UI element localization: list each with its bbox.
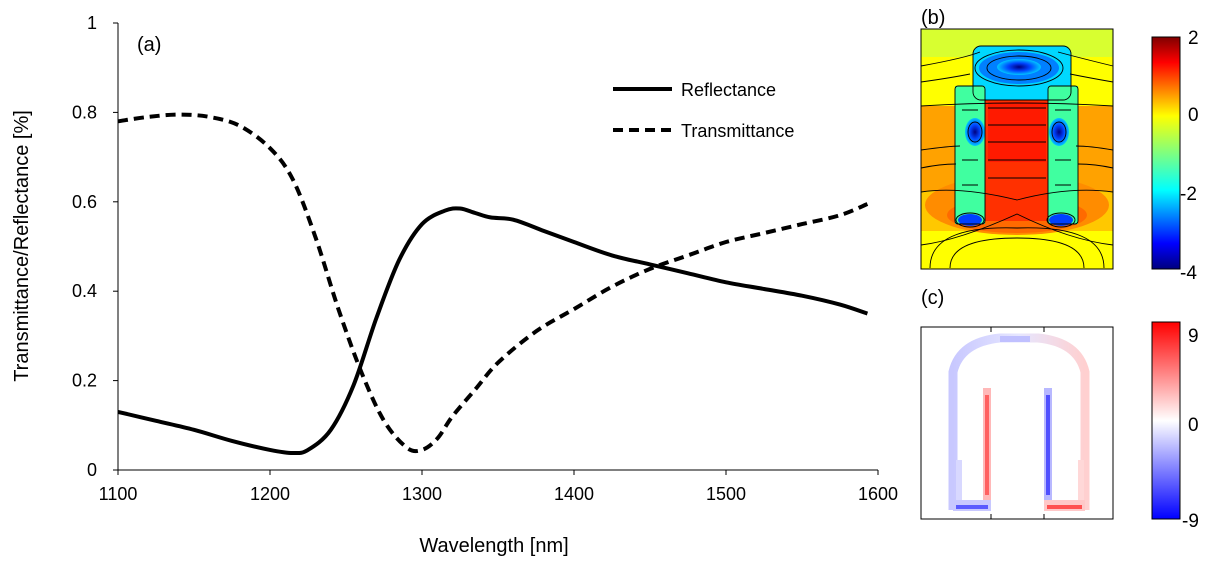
y-tick-labels: 0 0.2 0.4 0.6 0.8 1 xyxy=(72,13,118,480)
y-tick-label: 0.8 xyxy=(72,102,97,122)
series-group xyxy=(117,112,869,456)
heatmap-b xyxy=(920,28,1114,270)
line-chart-panel-a: 00.20.40.60.81 1100 1200 1300 1400 1500 1600 … xyxy=(11,13,898,557)
field-map-panel-b: (b) xyxy=(920,7,1199,284)
colorbar-b: 2 0 -2 -4 xyxy=(1151,28,1199,284)
y-tick-label: 1 xyxy=(87,13,97,33)
colorbar-b-tick-neg4: -4 xyxy=(1180,263,1197,284)
x-tick-label: 1400 xyxy=(554,484,594,504)
x-tick-label: 1300 xyxy=(402,484,442,504)
colorbar-b-tick-0: 0 xyxy=(1188,105,1199,126)
colorbar-c: 9 0 -9 xyxy=(1151,321,1199,532)
colorbar-b-tick-neg2: -2 xyxy=(1180,184,1197,205)
x-tick-label: 1500 xyxy=(706,484,746,504)
plot-area-frame xyxy=(117,23,878,471)
colorbar-c-tick-9: 9 xyxy=(1188,326,1199,347)
panel-label-a: (a) xyxy=(137,34,161,56)
colorbar-c-tick-0: 0 xyxy=(1188,415,1199,436)
colorbar-c-tick-neg9: -9 xyxy=(1182,511,1199,532)
heatmap-c xyxy=(920,326,1114,520)
panel-label-b: (b) xyxy=(921,7,945,29)
x-tick-label: 1600 xyxy=(858,484,898,504)
x-axis-title: Wavelength [nm] xyxy=(419,535,568,557)
y-tick-label: 0 xyxy=(87,460,97,480)
x-tick-label: 1200 xyxy=(250,484,290,504)
series-line-transmittance xyxy=(117,112,869,454)
x-tick-labels: 1100 1200 1300 1400 1500 1600 xyxy=(99,470,898,504)
y-tick-label: 0.4 xyxy=(72,281,97,301)
legend-label-reflectance: Reflectance xyxy=(681,80,776,100)
legend-label-transmittance: Transmittance xyxy=(681,121,794,141)
field-map-panel-c: (c) 9 0 -9 xyxy=(920,287,1199,532)
series-line-reflectance xyxy=(117,206,869,456)
y-tick-label: 0.2 xyxy=(72,371,97,391)
legend: Reflectance Transmittance xyxy=(613,80,794,141)
y-axis-title: Transmittance/Reflectance [%] xyxy=(11,110,33,382)
x-tick-label: 1100 xyxy=(99,484,138,504)
panel-label-c: (c) xyxy=(921,287,944,309)
y-tick-label: 0.6 xyxy=(72,192,97,212)
colorbar-b-tick-2: 2 xyxy=(1188,28,1199,49)
